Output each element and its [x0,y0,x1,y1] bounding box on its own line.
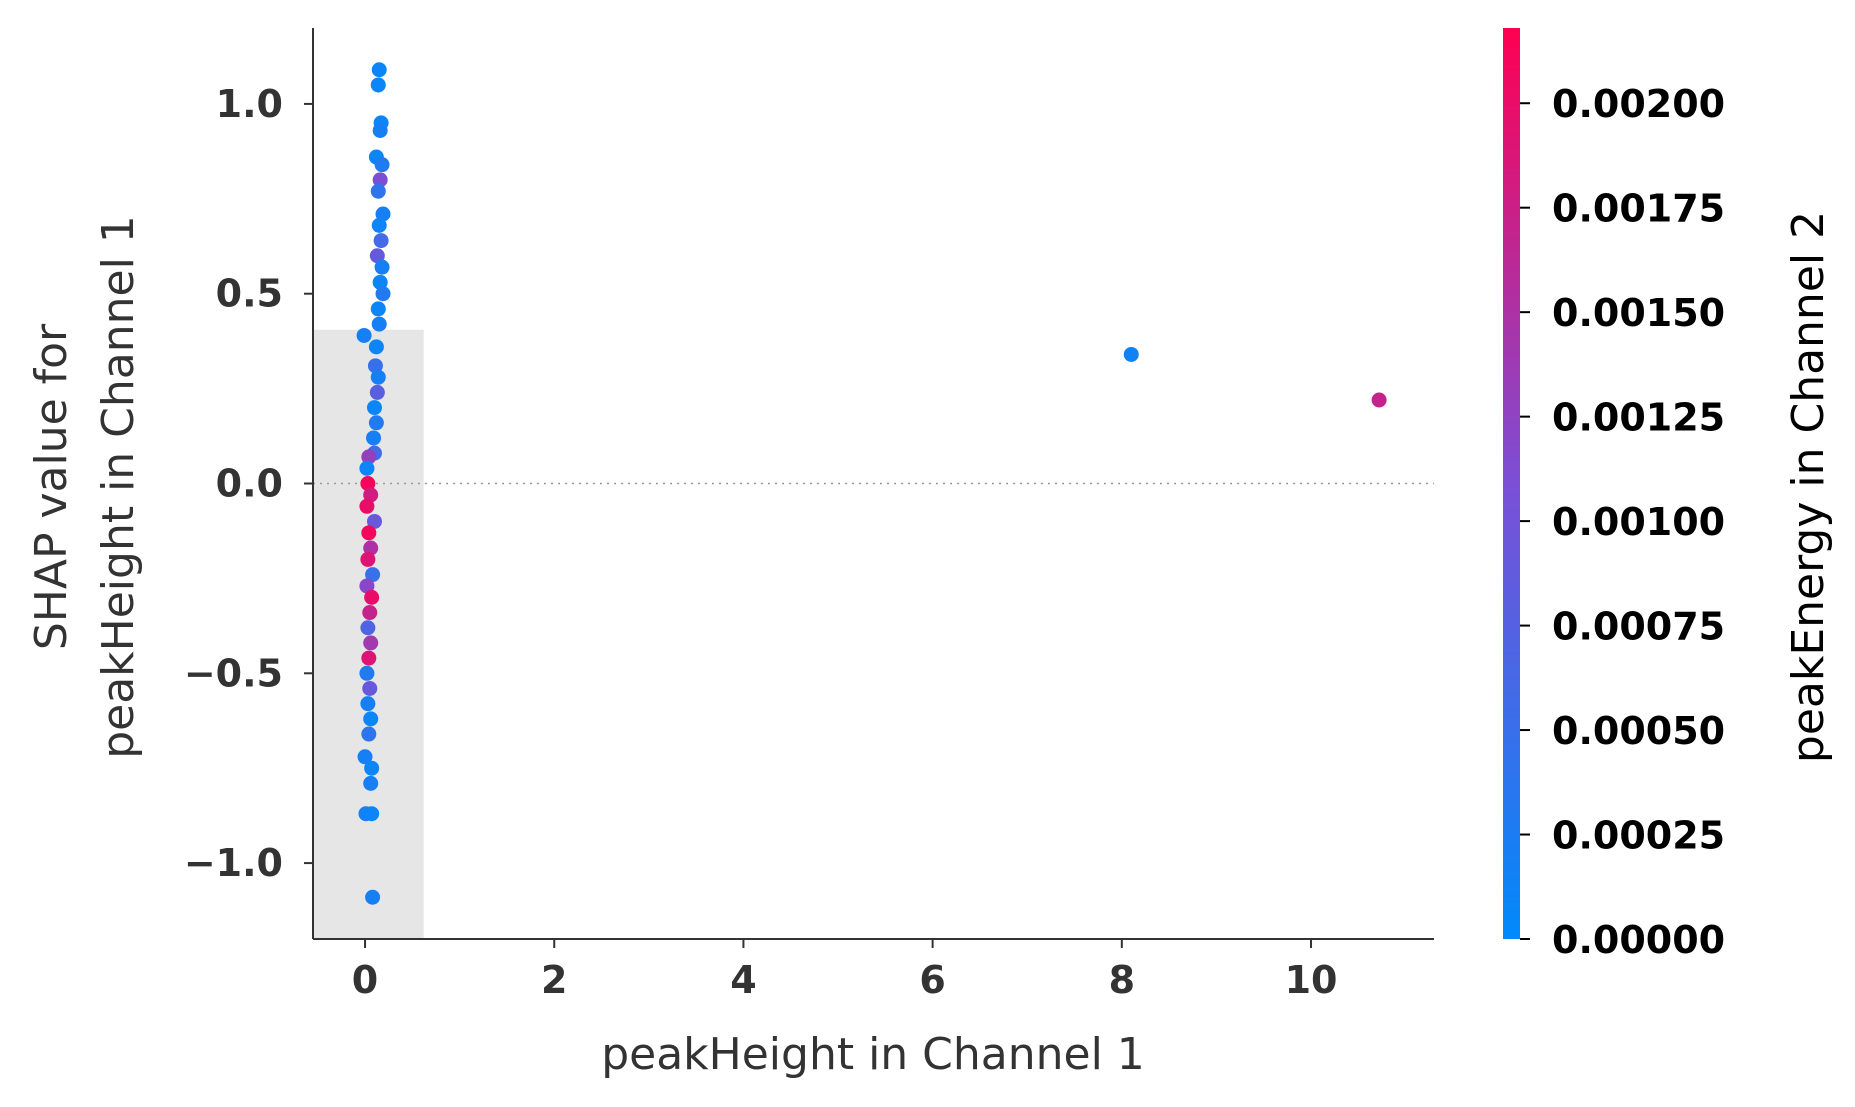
data-point-38 [362,605,378,621]
data-point-17 [356,327,372,343]
data-point-8 [375,206,391,222]
data-point-13 [372,274,388,290]
data-point-28 [360,476,376,491]
data-point-51 [364,806,380,822]
x-tick-label-5: 10 [1285,958,1338,1002]
data-point-0 [371,62,387,78]
data-point-15 [370,301,386,317]
data-point-16 [371,316,387,332]
data-point-9 [371,217,387,233]
data-point-1 [370,77,386,93]
colorbar-tick-label-1: 0.00025 [1552,814,1725,858]
data-point-43 [362,680,378,696]
data-point-49 [363,775,379,791]
data-point-44 [360,696,376,712]
data-point-29 [363,487,379,503]
data-point-36 [359,578,375,594]
background-histogram [313,329,424,939]
data-point-46 [361,726,377,742]
data-point-18 [368,339,384,355]
plot-axes: 0 2 4 6 8 10 1.0 0.5 0.0 −0.5 −1.0 [184,28,1434,1002]
data-point-34 [360,551,376,567]
data-point-37 [364,589,380,605]
x-tick-label-4: 8 [1109,958,1135,1002]
data-point-31 [366,513,382,529]
data-point-5 [374,157,390,173]
colorbar: 0.00000 0.00025 0.00050 0.00075 0.00100 0.001… [1503,28,1725,962]
colorbar-gradient [1503,28,1520,939]
data-point-33 [363,540,379,556]
x-tick-label-1: 2 [541,958,567,1002]
data-point-39 [360,620,376,636]
y-axis-title-line-2: peakHeight in Channel 1 [93,215,144,759]
y-tick-label-2: 0.0 [216,462,283,506]
y-tick-label-1: 0.5 [216,272,283,316]
data-point-54 [1371,392,1387,408]
x-tick-label-3: 6 [919,958,945,1002]
y-tick-label-3: −0.5 [184,651,283,695]
colorbar-title: peakEnergy in Channel 2 [1783,211,1834,763]
data-point-30 [359,498,375,514]
x-tick-label-0: 0 [352,958,378,1002]
data-point-23 [368,415,384,431]
data-point-32 [361,525,377,541]
data-point-6 [372,172,388,188]
y-axis-title-line-1: SHAP value for [26,323,77,650]
x-tick-label-2: 4 [730,958,756,1002]
data-point-7 [370,183,386,199]
scatter-points [356,62,1387,905]
data-point-41 [361,650,377,666]
colorbar-tick-label-4: 0.00100 [1552,500,1725,544]
data-point-40 [363,635,379,651]
colorbar-tick-label-8: 0.00200 [1552,82,1725,126]
colorbar-tick-label-7: 0.00175 [1552,187,1725,231]
x-axis-title: peakHeight in Channel 1 [601,1029,1145,1080]
colorbar-tick-label-5: 0.00125 [1552,396,1725,440]
colorbar-tick-label-2: 0.00050 [1552,709,1725,753]
data-point-22 [366,400,382,416]
data-point-14 [375,286,391,302]
colorbar-tick-label-6: 0.00150 [1552,291,1725,335]
colorbar-tick-label-0: 0.00000 [1552,918,1725,962]
data-point-12 [374,259,390,275]
data-point-19 [367,358,383,374]
y-tick-label-4: −1.0 [184,841,283,885]
data-point-20 [370,369,386,385]
data-point-48 [364,760,380,776]
data-point-45 [363,711,379,727]
data-point-24 [366,430,382,446]
data-point-10 [373,233,389,249]
data-point-26 [361,449,377,465]
data-point-21 [369,384,385,400]
data-point-11 [369,248,385,264]
data-point-53 [1123,346,1139,362]
histogram-lower-step [313,642,361,939]
colorbar-tick-label-3: 0.00075 [1552,605,1725,649]
data-point-27 [359,460,375,476]
y-tick-label-0: 1.0 [216,82,283,126]
data-point-35 [365,567,381,583]
data-point-47 [357,749,373,765]
data-point-52 [365,889,381,905]
data-point-3 [372,122,388,138]
data-point-42 [359,665,375,681]
